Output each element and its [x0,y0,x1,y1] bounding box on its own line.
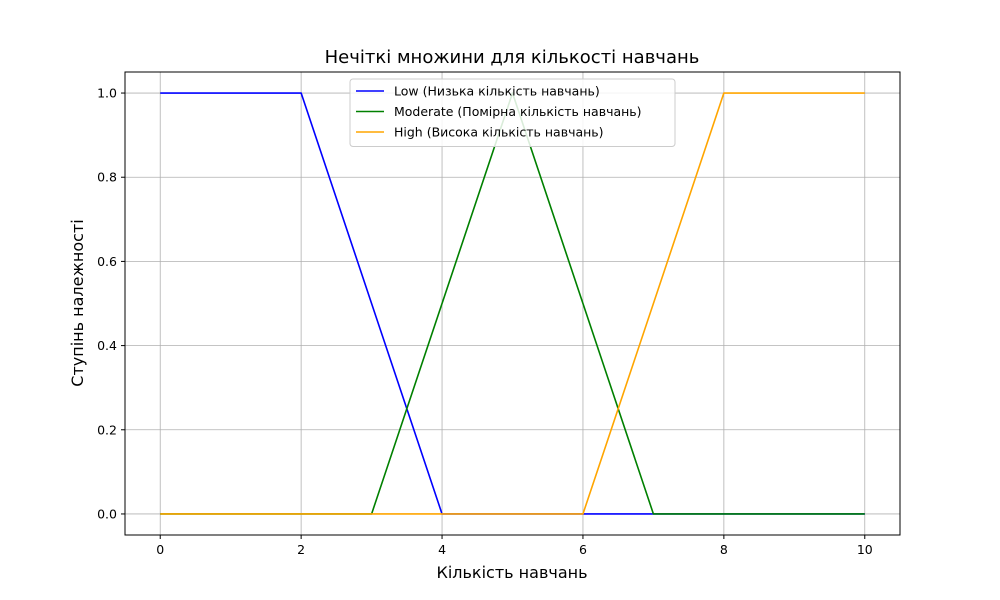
x-tick-label: 0 [156,542,164,557]
legend-box [349,78,676,147]
x-tick-label: 10 [857,542,873,557]
x-tick-label: 4 [438,542,446,557]
legend-entry: Low (Низька кількість навчань) [394,84,600,99]
y-tick-label: 0.0 [97,506,117,521]
y-tick-label: 0.6 [97,254,117,269]
x-axis-label: Кількість навчань [436,563,587,582]
legend-entry: Moderate (Помірна кількість навчань) [394,104,642,119]
y-tick-label: 0.8 [97,170,117,185]
series-line-3 [160,92,865,515]
y-tick-label: 0.2 [97,422,117,437]
legend-entry: High (Висока кількість навчань) [394,125,604,140]
y-tick-label: 1.0 [97,86,117,101]
plot-frame [124,71,901,536]
legend: Low (Низька кількість навчань) Moderate (… [349,78,676,147]
x-tick-label: 8 [720,542,728,557]
ticks: 0 2 4 6 8 10 0.0 0.2 0.4 0.6 0.8 1.0 [97,86,873,557]
series-line-2 [160,92,865,515]
series-line-1 [160,92,865,515]
chart-title: Нечіткі множини для кількості навчань [325,47,700,68]
series-lines [160,92,865,515]
x-tick-label: 6 [579,542,587,557]
y-tick-label: 0.4 [97,338,117,353]
x-tick-label: 2 [297,542,305,557]
y-axis-label: Ступінь належності [68,219,87,386]
